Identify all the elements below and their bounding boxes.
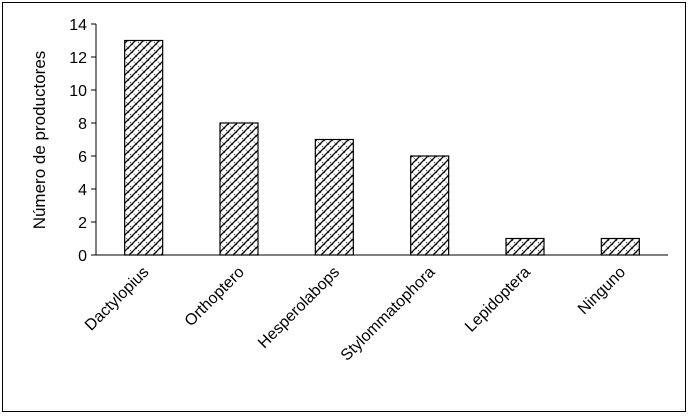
bar-hesperolabops <box>314 138 354 256</box>
bar-dactylopius <box>124 39 164 256</box>
bar-lepidoptera <box>505 237 545 256</box>
x-tick-label: Hesperolabops <box>255 264 343 352</box>
x-tick-label: Lepidoptera <box>462 264 534 336</box>
x-tick-label: Dactylopius <box>82 264 153 335</box>
x-tick-label: Orthoptero <box>182 264 248 330</box>
x-tick-label: Stylommatophora <box>338 264 439 365</box>
y-tick-label: 8 <box>78 116 87 133</box>
bar-stylommatophora <box>410 155 450 256</box>
y-tick-label: 10 <box>69 83 87 100</box>
plot-area: 0 2 4 6 8 10 12 14 Dactylopius Orthoptero Hesperol… <box>69 17 668 364</box>
bar-orthoptero <box>219 122 259 256</box>
y-tick-label: 0 <box>78 248 87 265</box>
bar-ninguno <box>600 237 640 256</box>
y-tick-label: 4 <box>78 182 87 199</box>
x-tick-label: Ninguno <box>575 264 629 318</box>
y-tick-label: 12 <box>69 50 87 67</box>
y-tick-label: 14 <box>69 17 87 34</box>
y-tick-label: 2 <box>78 215 87 232</box>
y-axis-title: Número de productores <box>30 51 49 230</box>
y-tick-label: 6 <box>78 149 87 166</box>
